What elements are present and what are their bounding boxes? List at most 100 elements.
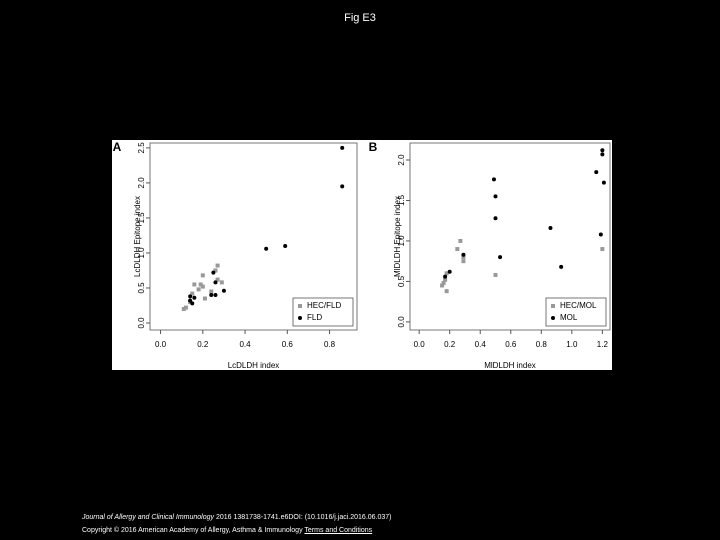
point	[264, 246, 269, 251]
x-tick-label: 1.2	[597, 340, 609, 349]
copyright-line: Copyright © 2016 American Academy of All…	[82, 527, 372, 534]
legend-marker	[298, 316, 302, 320]
point	[548, 226, 553, 230]
terms-link[interactable]: Terms and Conditions	[304, 527, 373, 534]
y-tick-label: 0.0	[397, 316, 406, 328]
point	[444, 289, 449, 294]
point	[447, 269, 452, 274]
x-tick-label: 0.6	[505, 340, 517, 349]
y-tick-label: 0.5	[397, 275, 406, 287]
y-tick-label: 1.5	[137, 212, 146, 224]
point	[493, 194, 498, 199]
point	[211, 270, 216, 275]
point	[444, 271, 449, 276]
point	[598, 232, 603, 237]
legend-frame	[545, 297, 607, 327]
point	[491, 177, 496, 182]
figure: Fig E3 A LcDLDH index LcDLDH Epitope index…	[112, 12, 612, 370]
legend-label: HEC/MOL	[560, 301, 597, 310]
point	[192, 295, 197, 300]
point	[340, 184, 345, 189]
x-tick-label: 0.6	[282, 340, 294, 349]
point	[181, 306, 186, 311]
point	[202, 296, 207, 301]
point	[213, 292, 218, 297]
copyright: Copyright © 2016 American Academy of All…	[82, 527, 303, 534]
y-axis-title: MlDLDH Epitope index	[393, 196, 402, 277]
legend-marker	[298, 304, 302, 308]
legend-label: MOL	[560, 313, 578, 322]
point	[458, 238, 463, 243]
x-tick-label: 0.2	[197, 340, 209, 349]
x-axis-title: LcDLDH index	[228, 361, 280, 370]
point	[219, 280, 224, 285]
point	[440, 283, 445, 288]
legend-marker	[551, 316, 555, 320]
point	[209, 289, 214, 294]
point	[594, 170, 599, 175]
x-tick-label: 0.0	[414, 340, 426, 349]
point	[441, 281, 446, 286]
x-tick-label: 0.8	[536, 340, 548, 349]
point	[455, 247, 460, 252]
point	[192, 282, 197, 287]
x-tick-label: 0.0	[155, 340, 167, 349]
point	[283, 243, 288, 248]
legend-label: HEC/FLD	[307, 301, 341, 310]
x-tick-label: 1.0	[566, 340, 578, 349]
legend-frame	[292, 297, 354, 327]
y-tick-label: 2.0	[137, 177, 146, 189]
point	[213, 268, 218, 273]
journal: Journal of Allergy and Clinical Immunolo…	[82, 514, 215, 521]
figure-background	[112, 140, 612, 370]
point	[443, 277, 448, 282]
x-axis-title: MlDLDH index	[484, 361, 536, 370]
plot-frame	[409, 142, 611, 331]
legend-label: FLD	[307, 313, 322, 322]
point	[183, 305, 188, 310]
x-tick-label: 0.4	[239, 340, 251, 349]
point	[190, 301, 195, 306]
x-tick-label: 0.8	[324, 340, 336, 349]
point	[200, 284, 205, 289]
y-tick-label: 1.5	[397, 194, 406, 206]
citation-details: 2016 1381738-1741.e6DOI: (10.1016/j.jaci…	[214, 514, 392, 521]
point	[215, 263, 220, 268]
plot-frame	[149, 142, 358, 331]
point	[196, 287, 201, 292]
point	[559, 264, 564, 269]
y-tick-label: 1.0	[137, 247, 146, 259]
point	[493, 272, 498, 277]
point	[213, 280, 218, 285]
y-tick-label: 0.5	[137, 282, 146, 294]
point	[600, 152, 605, 157]
point	[498, 255, 503, 260]
point	[188, 298, 193, 303]
x-tick-label: 0.2	[444, 340, 456, 349]
x-tick-label: 0.4	[475, 340, 487, 349]
point	[461, 252, 466, 257]
y-tick-label: 1.0	[397, 235, 406, 247]
point	[461, 259, 466, 264]
point	[600, 247, 605, 252]
point	[493, 216, 498, 221]
y-tick-label: 2.0	[397, 154, 406, 166]
point	[221, 288, 226, 293]
point	[600, 148, 605, 153]
point	[188, 294, 193, 299]
panel-label: A	[113, 140, 122, 154]
point	[340, 145, 345, 150]
panel-label: B	[369, 140, 378, 154]
point	[443, 274, 448, 279]
page-title: Fig E3	[344, 12, 376, 24]
legend-marker	[551, 304, 555, 308]
citation: Journal of Allergy and Clinical Immunolo…	[82, 514, 392, 521]
y-axis-title: LcDLDH Epitope index	[133, 196, 142, 277]
y-tick-label: 2.5	[137, 142, 146, 154]
point	[198, 282, 203, 287]
y-tick-label: 0.0	[137, 317, 146, 329]
point	[461, 255, 466, 260]
point	[215, 277, 220, 282]
point	[601, 180, 606, 185]
